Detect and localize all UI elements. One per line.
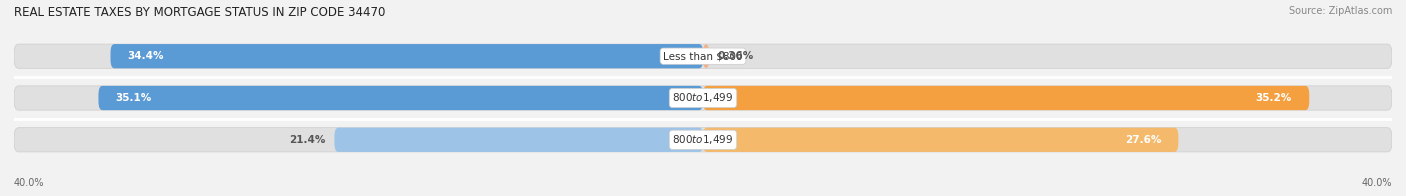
Text: 40.0%: 40.0% (1361, 178, 1392, 188)
Text: 35.1%: 35.1% (115, 93, 152, 103)
Text: Source: ZipAtlas.com: Source: ZipAtlas.com (1288, 6, 1392, 16)
FancyBboxPatch shape (335, 128, 703, 152)
FancyBboxPatch shape (111, 44, 703, 68)
Text: $800 to $1,499: $800 to $1,499 (672, 133, 734, 146)
Text: 34.4%: 34.4% (128, 51, 165, 61)
Text: Less than $800: Less than $800 (664, 51, 742, 61)
FancyBboxPatch shape (14, 128, 1392, 152)
FancyBboxPatch shape (98, 86, 703, 110)
Text: 0.36%: 0.36% (718, 51, 754, 61)
FancyBboxPatch shape (14, 86, 1392, 110)
Text: 35.2%: 35.2% (1256, 93, 1292, 103)
Text: 21.4%: 21.4% (290, 135, 326, 145)
FancyBboxPatch shape (703, 128, 1178, 152)
FancyBboxPatch shape (703, 86, 1309, 110)
Text: $800 to $1,499: $800 to $1,499 (672, 92, 734, 104)
Text: 40.0%: 40.0% (14, 178, 45, 188)
Text: 27.6%: 27.6% (1125, 135, 1161, 145)
FancyBboxPatch shape (14, 44, 1392, 68)
Text: REAL ESTATE TAXES BY MORTGAGE STATUS IN ZIP CODE 34470: REAL ESTATE TAXES BY MORTGAGE STATUS IN … (14, 6, 385, 19)
FancyBboxPatch shape (703, 44, 709, 68)
